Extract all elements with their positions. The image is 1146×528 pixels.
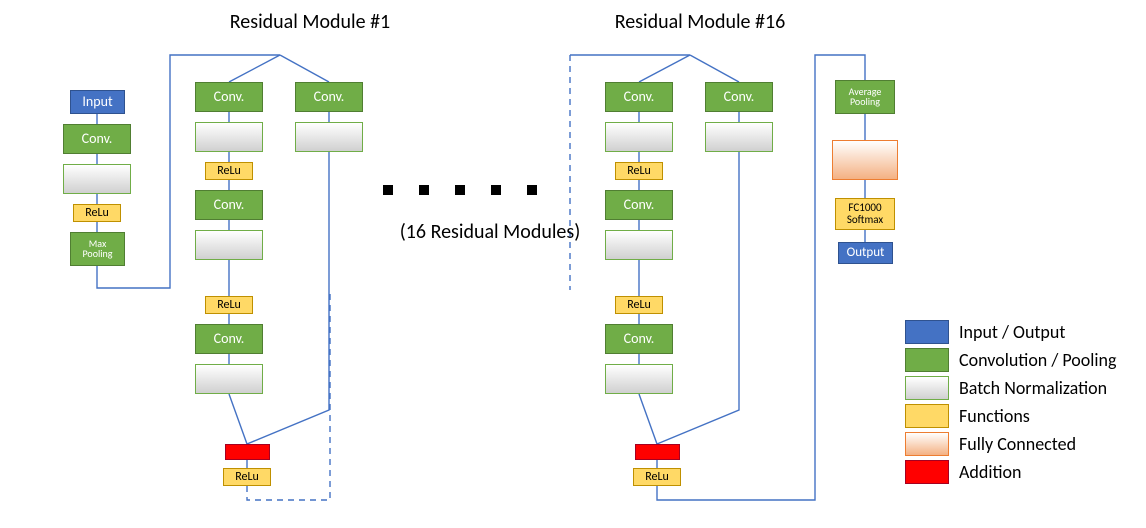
- legend-item-bn: Batch Normalization: [905, 376, 1116, 400]
- node-input: Input: [70, 90, 125, 114]
- legend-item-conv: Convolution / Pooling: [905, 348, 1116, 372]
- node-m1_convL3: Conv.: [195, 324, 263, 354]
- node-fc_bn: [832, 140, 898, 180]
- node-relu0: ReLu: [73, 204, 121, 222]
- node-m16_add: [635, 444, 680, 460]
- legend-item-func: Functions: [905, 404, 1116, 428]
- node-m16_reluO: ReLu: [633, 468, 681, 486]
- node-m16_convL1: Conv.: [605, 82, 673, 112]
- ellipsis-dots: [383, 185, 537, 195]
- node-m1_reluO: ReLu: [223, 468, 271, 486]
- node-m16_bnL3: [605, 364, 673, 394]
- node-m16_bnL1: [605, 122, 673, 152]
- node-maxpool: Max Pooling: [70, 232, 125, 266]
- node-conv0: Conv.: [63, 124, 131, 154]
- legend-item-fc: Fully Connected: [905, 432, 1116, 456]
- node-m16_convR: Conv.: [705, 82, 773, 112]
- node-m1_convL1: Conv.: [195, 82, 263, 112]
- node-m16_convL2: Conv.: [605, 190, 673, 220]
- node-m1_reluL2: ReLu: [205, 296, 253, 314]
- node-m1_convR: Conv.: [295, 82, 363, 112]
- node-m16_bnR: [705, 122, 773, 152]
- node-m16_bnL2: [605, 230, 673, 260]
- legend-item-add: Addition: [905, 460, 1116, 484]
- module-1-title: Residual Module #1: [200, 10, 420, 34]
- node-bn0: [63, 164, 131, 194]
- node-m16_convL3: Conv.: [605, 324, 673, 354]
- node-m1_bnL3: [195, 364, 263, 394]
- legend-item-io: Input / Output: [905, 320, 1116, 344]
- node-m1_convL2: Conv.: [195, 190, 263, 220]
- node-m1_bnL1: [195, 122, 263, 152]
- node-m16_reluL1: ReLu: [615, 162, 663, 180]
- node-output: Output: [838, 242, 893, 264]
- node-m1_bnR: [295, 122, 363, 152]
- modules-caption: (16 Residual Modules): [370, 220, 610, 244]
- node-m1_bnL2: [195, 230, 263, 260]
- node-m1_reluL1: ReLu: [205, 162, 253, 180]
- module-16-title: Residual Module #16: [580, 10, 820, 34]
- legend: Input / Output Convolution / Pooling Batch…: [905, 320, 1116, 488]
- node-avgpool: Average Pooling: [835, 80, 895, 114]
- node-fc1000: FC1000 Softmax: [835, 198, 895, 230]
- node-m16_reluL2: ReLu: [615, 296, 663, 314]
- node-m1_add: [225, 444, 270, 460]
